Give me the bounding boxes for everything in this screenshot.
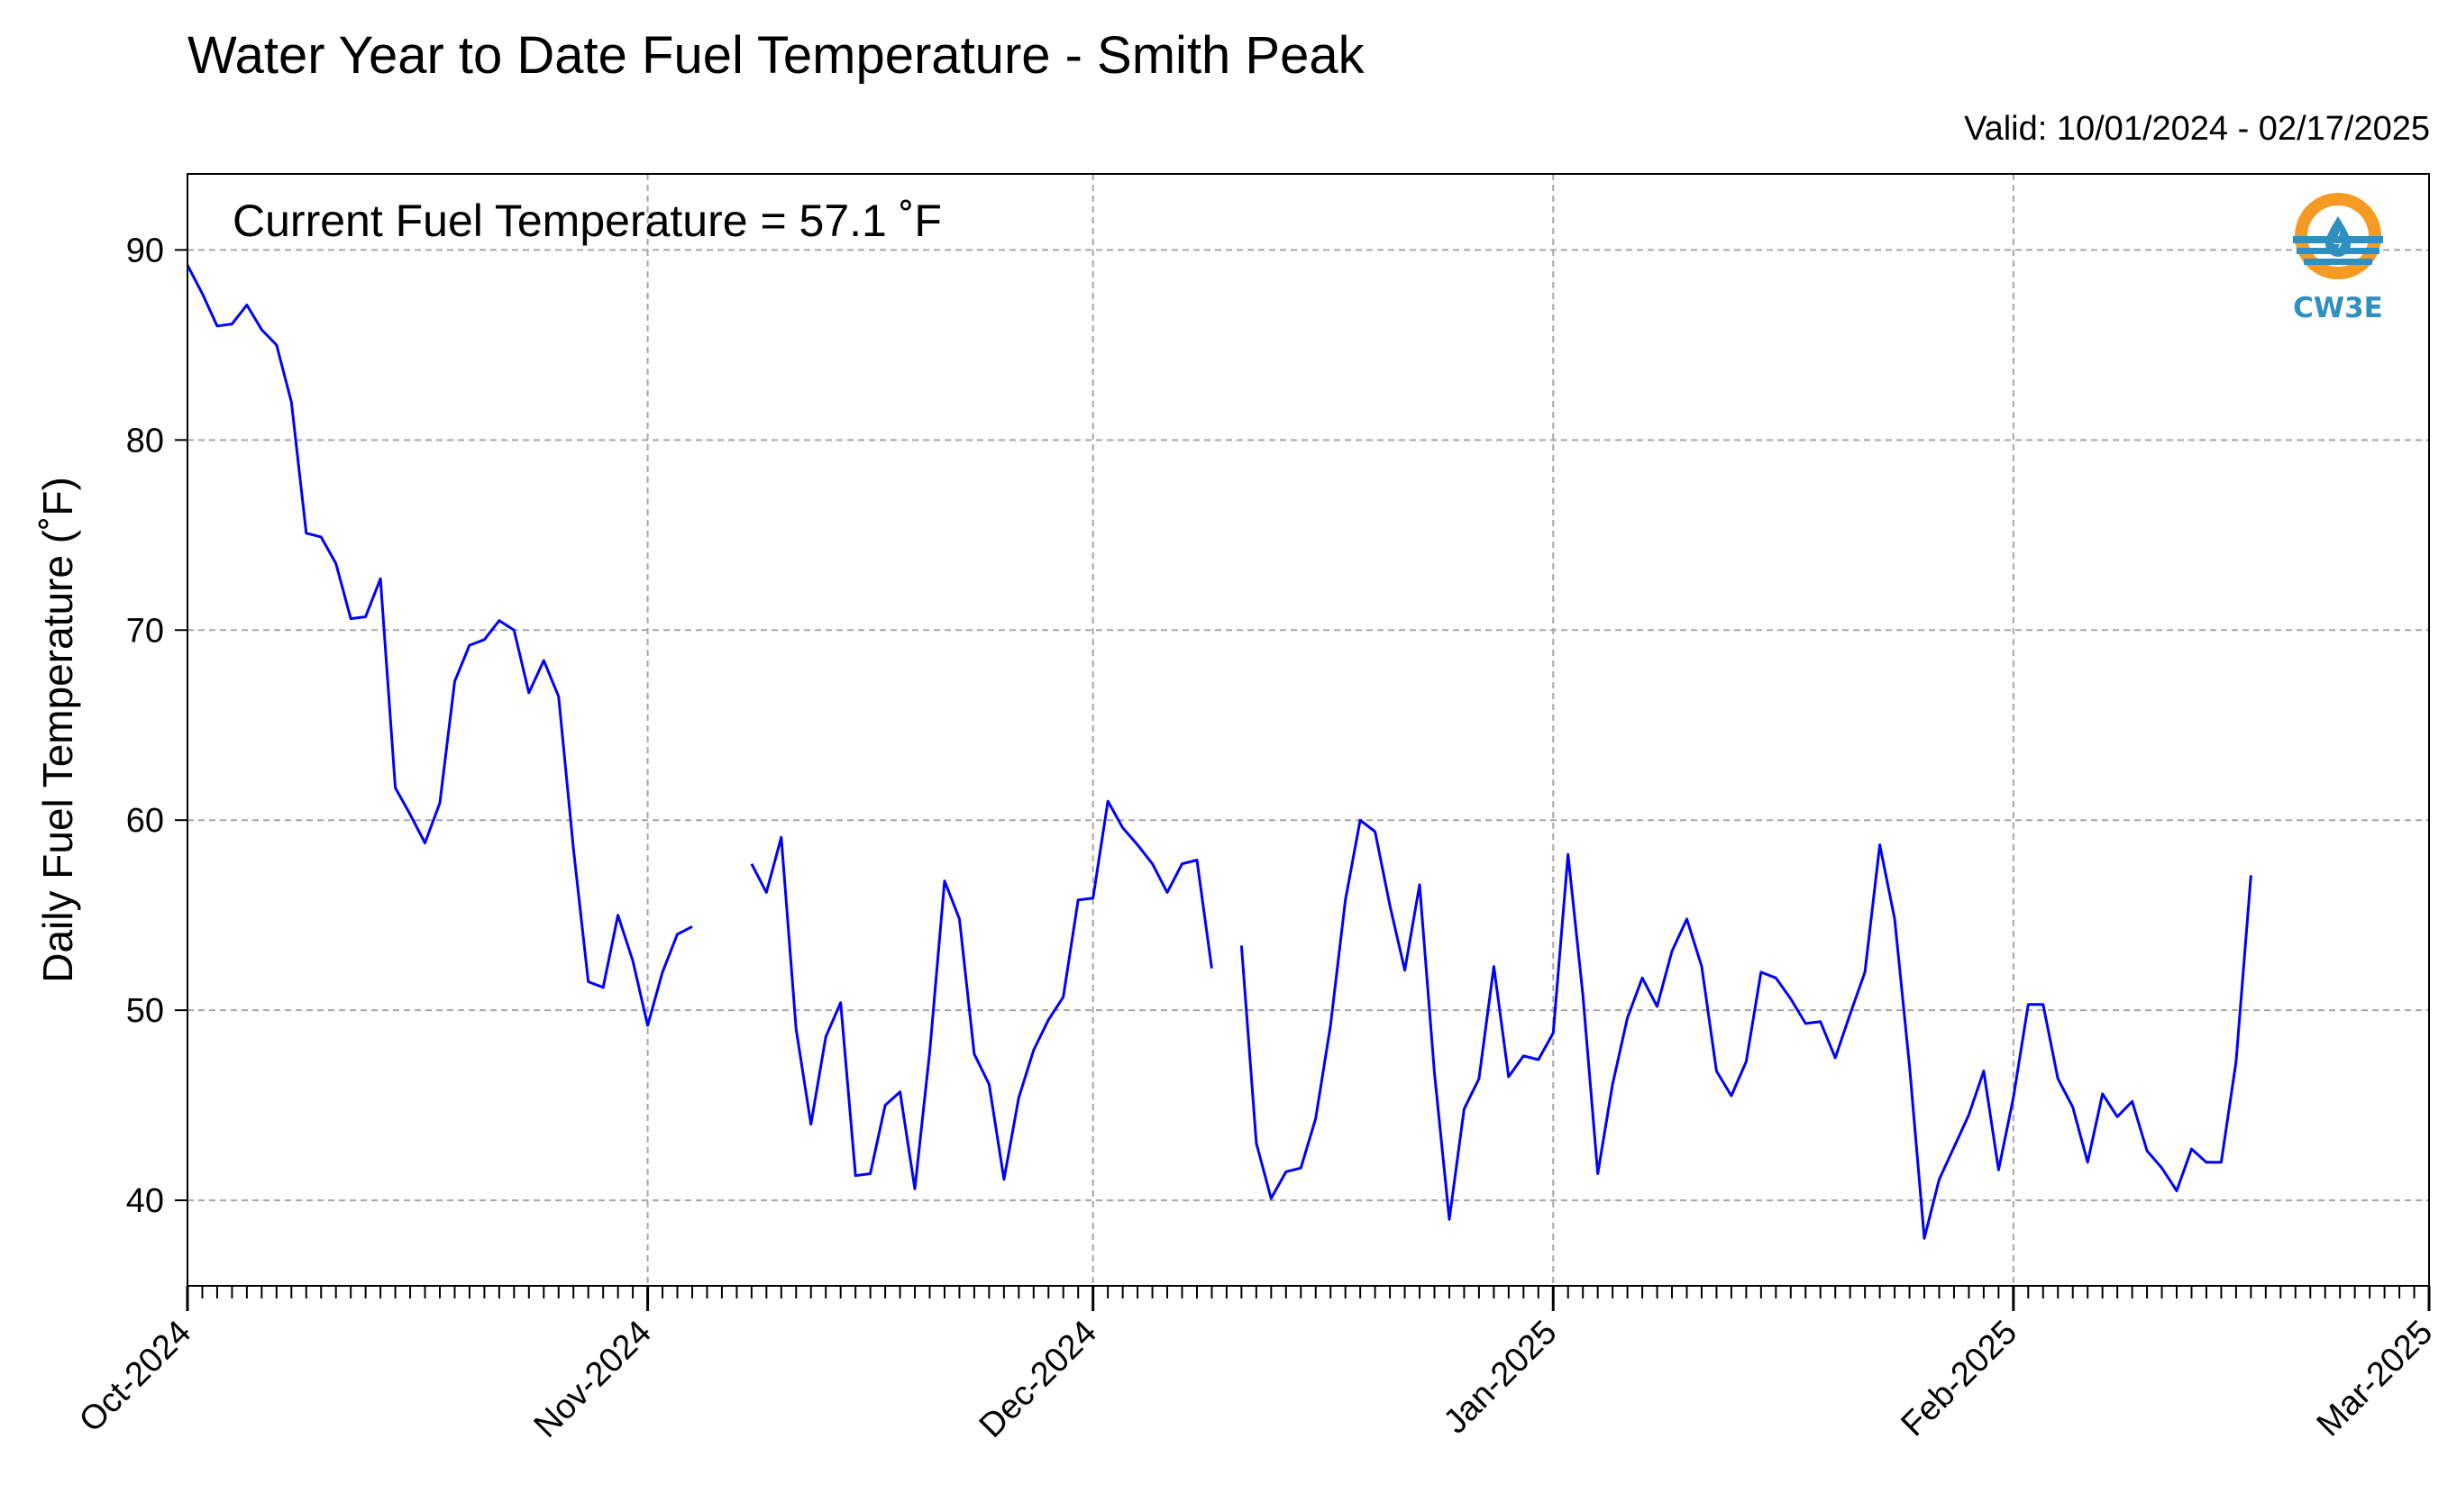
x-tick-label: Dec-2024	[973, 1314, 1104, 1445]
y-axis: 40 50 60 70 80 90	[126, 232, 187, 1220]
y-tick-label: 80	[126, 422, 164, 460]
fuel-temperature-line	[186, 264, 2252, 1240]
chart-title: Water Year to Date Fuel Temperature - Sm…	[187, 26, 1365, 85]
x-tick-label: Nov-2024	[527, 1314, 659, 1445]
y-tick-label: 60	[126, 802, 164, 840]
plot-frame	[187, 173, 2430, 1287]
x-axis: Oct-2024 Nov-2024 Dec-2024 Jan-2025 Feb-2025…	[72, 1286, 2440, 1445]
x-tick-label: Feb-2025	[1894, 1314, 2024, 1444]
logo-wave-icon	[2293, 236, 2383, 243]
valid-date-range: Valid: 10/01/2024 - 02/17/2025	[1964, 110, 2430, 148]
logo-wave-icon	[2297, 248, 2379, 254]
x-tick-label: Mar-2025	[2310, 1314, 2441, 1444]
cw3e-logo: CW3E	[2293, 193, 2383, 324]
x-tick-label: Jan-2025	[1437, 1314, 1565, 1442]
y-tick-label: 90	[126, 232, 164, 269]
logo-wave-icon	[2304, 259, 2372, 265]
y-tick-label: 70	[126, 612, 164, 650]
logo-text: CW3E	[2293, 292, 2383, 324]
y-axis-label: Daily Fuel Temperature (˚F)	[34, 477, 81, 983]
current-temperature-annotation: Current Fuel Temperature = 57.1 ˚F	[233, 196, 942, 246]
series-lines	[186, 264, 2252, 1240]
y-tick-label: 40	[126, 1182, 164, 1220]
grid-lines	[187, 174, 2429, 1286]
y-tick-label: 50	[126, 992, 164, 1030]
x-tick-label: Oct-2024	[72, 1314, 198, 1440]
